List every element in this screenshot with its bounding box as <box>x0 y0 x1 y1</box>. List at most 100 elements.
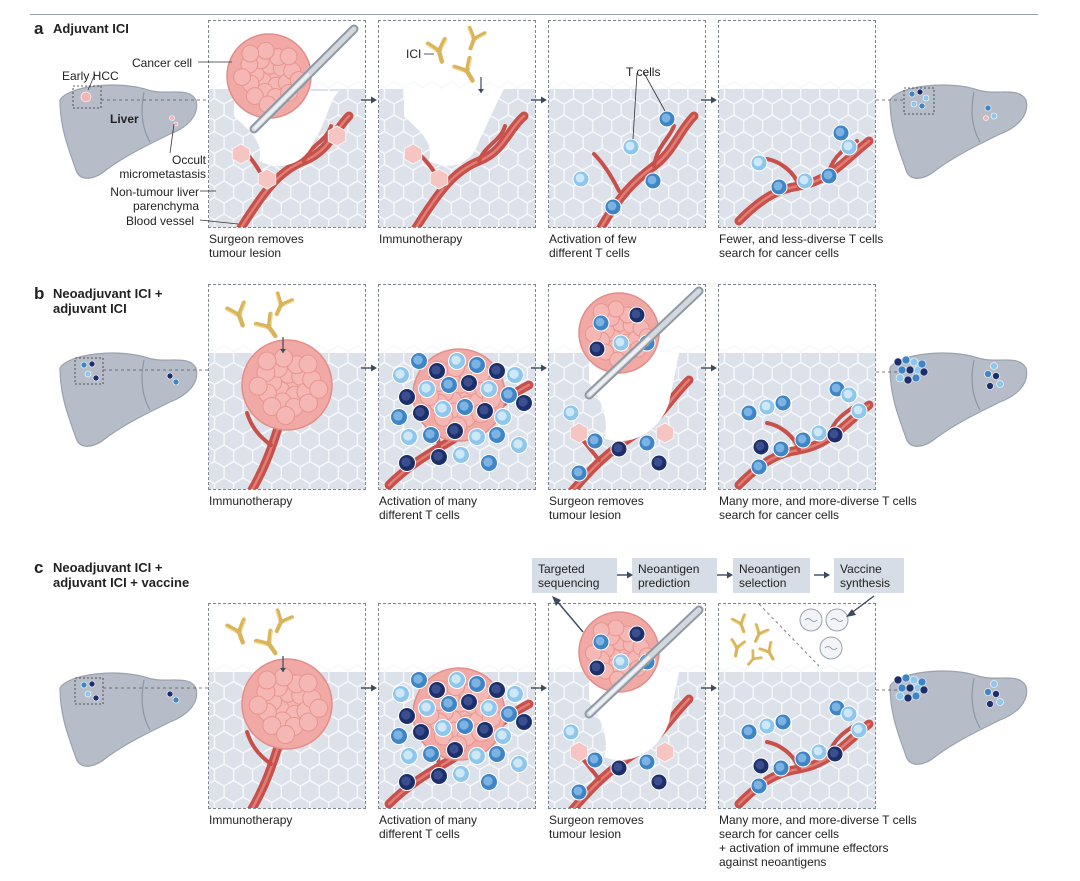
antibody-icon <box>274 608 295 634</box>
caption-c2: Activation of many different T cells <box>379 813 478 841</box>
liver-lesion <box>893 675 903 685</box>
panel-c3-art <box>549 605 705 808</box>
antibody-icon <box>253 628 278 656</box>
tumour-remnant <box>655 422 675 444</box>
caption-a4: Fewer, and less-diverse T cells search f… <box>719 232 884 260</box>
zoom-box <box>74 677 104 705</box>
antibody-icon <box>224 300 247 328</box>
liver-lesion <box>984 688 992 696</box>
caption-a3: Activation of few different T cells <box>549 232 637 260</box>
pipeline-step-neoantigen-selection: Neoantigen selection <box>733 558 810 593</box>
panel-b1-art <box>209 291 365 489</box>
liver-lesion <box>996 380 1004 388</box>
vessel-branch <box>302 124 333 163</box>
liver-lesion <box>990 112 998 120</box>
panel-c1-art <box>209 608 365 808</box>
label-cancer-cell: Cancer cell <box>132 56 193 70</box>
caption-c3: Surgeon removes tumour lesion <box>549 813 644 841</box>
panel-c2-art <box>379 664 535 808</box>
liver-lesion <box>909 357 919 367</box>
liver-lesion <box>84 370 92 378</box>
row-a-letter: a <box>34 19 44 38</box>
liver-lesion <box>166 690 174 698</box>
panel-c3 <box>548 603 706 809</box>
liver-lesion <box>910 100 918 108</box>
antibody-icon <box>253 311 278 339</box>
panel-a1-art <box>209 24 365 227</box>
leader-line <box>632 72 638 140</box>
liver-lesion <box>169 115 175 121</box>
liver-lesion <box>895 373 905 383</box>
liver-lesion <box>983 115 989 121</box>
label-early-hcc: Early HCC <box>62 69 119 83</box>
label-blood-vessel: Blood vessel <box>126 214 195 228</box>
liver-lesion <box>992 690 1000 698</box>
liver-lesion <box>897 365 907 375</box>
liver-lesion <box>916 88 924 96</box>
row-a-title: Adjuvant ICI <box>53 21 129 36</box>
tumour-icon <box>241 339 333 431</box>
label-occult: Occult micrometastasis <box>119 153 206 181</box>
panel-a3-art <box>549 72 705 227</box>
flow-arrow <box>555 599 584 633</box>
leader-line <box>87 73 96 91</box>
panel-a3 <box>548 20 706 228</box>
pipeline-step-neoantigen-prediction: Neoantigen prediction <box>632 558 717 593</box>
liver-lesion <box>911 691 921 701</box>
liver-lesion <box>895 691 905 701</box>
leader-line <box>643 72 666 112</box>
tumour-remnant <box>569 422 589 444</box>
caption-b1: Immunotherapy <box>209 494 293 508</box>
liver-lesion <box>173 121 179 127</box>
antibody-icon <box>425 36 448 64</box>
panel-c4 <box>718 603 876 809</box>
tumour-remnant <box>231 143 251 165</box>
leader-line <box>199 219 239 225</box>
liver-lesion <box>990 680 998 688</box>
panel-a2-art <box>379 25 535 227</box>
hex-grid <box>719 345 875 489</box>
tumour-remnant <box>257 168 277 190</box>
vessel-branch <box>245 730 273 766</box>
liver-icon <box>59 352 198 447</box>
label-t-cells: T cells <box>626 65 661 79</box>
zoom-box <box>72 85 102 109</box>
liver-lesion <box>986 700 994 708</box>
tumour-remnant <box>429 168 449 190</box>
panel-a4 <box>718 20 876 228</box>
caption-c4: Many more, and more-diverse T cells sear… <box>719 813 917 869</box>
liver-lesion <box>901 355 911 365</box>
zoom-box <box>74 357 104 385</box>
flow-arrow <box>849 595 875 615</box>
liver-lesion <box>166 372 174 380</box>
vessel-branch <box>245 411 273 447</box>
liver-lesion <box>986 382 994 390</box>
liver-lesion <box>80 681 88 689</box>
antibody-icon <box>747 649 763 666</box>
panel-b2 <box>378 284 536 490</box>
liver-lesion <box>172 696 180 704</box>
vessel-branch <box>652 124 676 168</box>
liver-lesion <box>903 693 913 703</box>
liver-lesion <box>992 372 1000 380</box>
scalpel-icon <box>584 605 704 719</box>
liver-lesion <box>92 374 100 382</box>
panel-a4-art <box>719 81 875 227</box>
panel-c1 <box>208 603 366 809</box>
liver-lesion <box>918 102 926 110</box>
liver-lesion <box>80 91 92 103</box>
liver-lesion <box>901 673 911 683</box>
panel-b3-art <box>549 286 705 489</box>
panel-b4 <box>718 284 876 490</box>
antibody-icon <box>758 640 775 661</box>
antibody-icon <box>467 25 487 51</box>
vessel-branch <box>592 152 621 193</box>
label-non-tumour: Non-tumour liver parenchyma <box>110 185 199 213</box>
row-b-title: Neoadjuvant ICI + adjuvant ICI <box>53 286 163 316</box>
panel-c4-art <box>719 604 875 808</box>
row-c-letter: c <box>34 558 44 577</box>
liver-lesion <box>905 683 915 693</box>
liver-lesion <box>903 375 913 385</box>
liver-lesion <box>172 378 180 386</box>
panel-a1 <box>208 20 366 228</box>
